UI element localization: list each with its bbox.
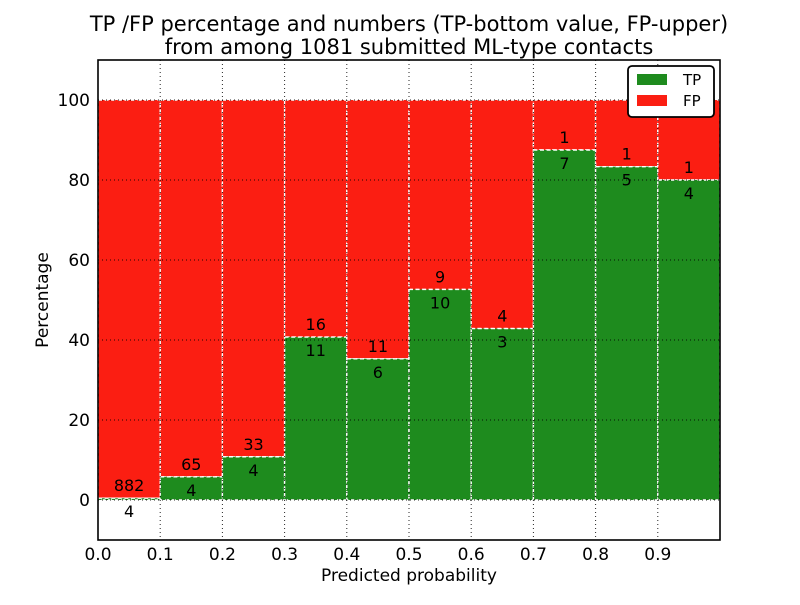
bar-tp-segment	[283, 336, 348, 501]
x-tick-label: 0.1	[147, 545, 174, 565]
bar-tp-segment	[594, 165, 659, 501]
bar-fp-segment	[470, 99, 535, 330]
fp-count-label: 11	[368, 337, 388, 356]
fp-count-label: 9	[435, 267, 445, 286]
fp-count-label: 65	[181, 455, 201, 474]
bar-tp-segment	[470, 327, 535, 501]
y-tick-label: 40	[68, 331, 90, 351]
legend-swatch-tp	[637, 74, 667, 85]
chart-title-line1: TP /FP percentage and numbers (TP-bottom…	[89, 12, 728, 36]
x-tick-label: 0.9	[644, 545, 671, 565]
chart-title-line2: from among 1081 submitted ML-type contac…	[165, 35, 654, 59]
fp-count-label: 1	[622, 145, 632, 164]
fp-count-label: 1	[559, 128, 569, 147]
y-axis-label: Percentage	[33, 252, 53, 348]
y-tick-label: 80	[68, 171, 90, 191]
legend-label-fp: FP	[683, 92, 701, 110]
tp-count-label: 4	[186, 481, 196, 500]
tp-count-label: 4	[124, 502, 134, 521]
fp-count-label: 1	[684, 158, 694, 177]
x-tick-label: 0.0	[84, 545, 111, 565]
x-axis-label: Predicted probability	[321, 566, 497, 586]
bar-tp-segment	[657, 179, 721, 501]
x-tick-label: 0.3	[271, 545, 298, 565]
bar-tp-segment	[221, 456, 286, 501]
x-tick-label: 0.8	[582, 545, 609, 565]
x-tick-label: 0.2	[209, 545, 236, 565]
bars-layer	[97, 99, 721, 501]
x-tick-label: 0.4	[333, 545, 360, 565]
x-tick-label: 0.5	[395, 545, 422, 565]
legend-label-tp: TP	[682, 71, 701, 89]
tick-labels-layer: 0 20 40 60 80 100 0.0 0.1 0.2 0.3 0.4 0.5 0.6 0.7 0.8 0…	[58, 91, 672, 565]
tp-count-label: 10	[430, 293, 450, 312]
x-tick-label: 0.6	[458, 545, 485, 565]
bar-fp-segment	[221, 99, 286, 458]
tp-count-label: 4	[684, 184, 694, 203]
tp-count-label: 3	[497, 333, 507, 352]
bar-tp-segment	[346, 358, 410, 501]
bar-fp-segment	[97, 99, 161, 499]
bar-fp-segment	[346, 99, 410, 360]
tp-count-label: 6	[373, 363, 383, 382]
bar-fp-segment	[283, 99, 348, 338]
fp-count-label: 882	[114, 476, 145, 495]
gridlines-layer	[98, 60, 720, 540]
bar-tp-segment	[408, 288, 472, 501]
plot-frame	[97, 59, 721, 541]
bar-tp-segment	[532, 149, 597, 501]
fp-count-label: 33	[243, 435, 263, 454]
bar-fp-segment	[532, 99, 597, 151]
y-tick-label: 60	[68, 251, 90, 271]
y-tick-label: 100	[58, 91, 90, 111]
y-tick-label: 0	[79, 491, 90, 511]
fp-count-label: 4	[497, 307, 507, 326]
tp-count-label: 5	[622, 171, 632, 190]
bar-fp-segment	[408, 99, 472, 291]
fp-count-label: 16	[306, 315, 326, 334]
x-tick-label: 0.7	[520, 545, 547, 565]
y-tick-label: 20	[68, 411, 90, 431]
tp-count-label: 4	[248, 461, 258, 480]
bar-fp-segment	[159, 99, 224, 478]
tp-count-label: 7	[559, 154, 569, 173]
bar-count-labels-layer: 882 4 65 4 33 4 16 11 11 6 9 10 4 3 1 7 1 5 1 4	[114, 128, 694, 521]
legend-swatch-fp	[637, 95, 667, 106]
tp-count-label: 11	[306, 341, 326, 360]
legend: TP FP	[627, 65, 715, 118]
